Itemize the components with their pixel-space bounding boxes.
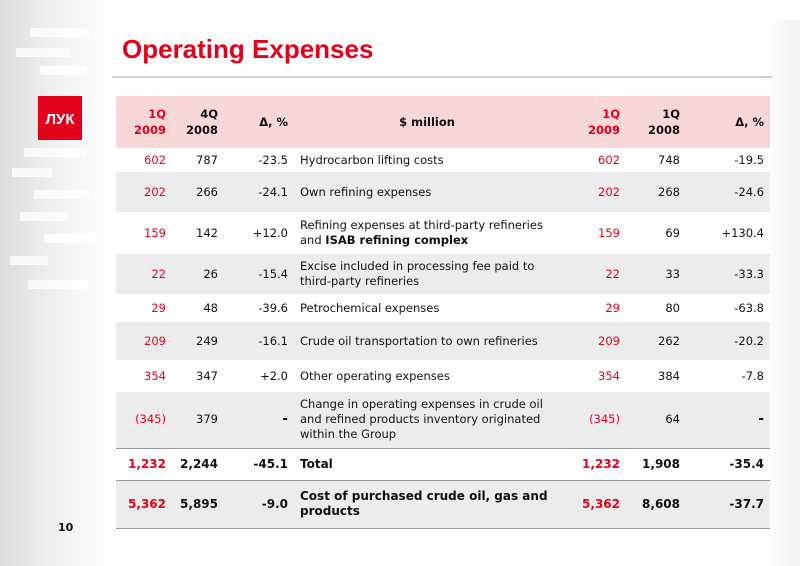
cell-1q-2008: 80 [665,300,680,315]
table-row: 22 26 -15.4 Excise included in processin… [116,254,770,294]
cell-1q-2009: 5,362 [116,479,172,529]
cell-delta-left: -45.1 [224,447,294,480]
cell-1q-2009-right: 5,362 [560,479,626,529]
cell-1q-2009: 22 [116,254,172,294]
cell-4q-2008: 5,895 [172,479,224,529]
cell-1q-2008: 268 [626,172,686,212]
cell-1q-2009: 602 [144,152,166,167]
cell-description: Total [294,447,560,480]
table-row: 602 787 -23.5 Hydrocarbon lifting costs … [116,148,770,172]
cell-1q-2009: 29 [151,300,166,315]
cell-1q-2009-right: 1,232 [560,447,626,480]
cell-delta-left: - [224,392,294,448]
operating-expenses-table: 1Q 2009 4Q 2008 Δ, % $ million 1Q 2009 1… [116,96,770,529]
cell-description: Other operating expenses [300,368,450,383]
cell-description: Refining expenses at third-party refiner… [300,218,543,247]
cell-delta-right: -33.3 [686,254,770,294]
table-row: 209 249 -16.1 Crude oil transportation t… [116,322,770,360]
cell-description: Own refining expenses [294,172,560,212]
cell-1q-2009-right: 29 [605,300,620,315]
cell-1q-2009: (345) [116,392,172,448]
cell-delta-left: +2.0 [260,368,288,383]
lukoil-logo-icon: ЛУК [45,111,75,128]
col-header-description: $ million [294,96,560,148]
cell-1q-2009-right: 354 [598,368,620,383]
table-header-row: 1Q 2009 4Q 2008 Δ, % $ million 1Q 2009 1… [116,96,770,148]
cell-1q-2009-right: 209 [560,322,626,360]
cell-delta-left: -16.1 [224,322,294,360]
cost-of-purchased-row: 5,362 5,895 -9.0 Cost of purchased crude… [116,479,770,529]
cell-4q-2008: 379 [172,392,224,448]
cell-delta-right: -63.8 [734,300,764,315]
cell-4q-2008: 266 [172,172,224,212]
cell-delta-left: -24.1 [224,172,294,212]
cell-description: Excise included in processing fee paid t… [294,254,560,294]
page-title: Operating Expenses [122,34,374,64]
cell-1q-2008: 748 [658,152,680,167]
total-row: 1,232 2,244 -45.1 Total 1,232 1,908 -35.… [116,447,770,480]
lukoil-logo: ЛУК [38,96,82,140]
cell-1q-2008: 1,908 [626,447,686,480]
cell-delta-right: -37.7 [686,479,770,529]
cell-1q-2009: 354 [144,368,166,383]
col-header-1q-2008: 1Q 2008 [626,96,686,148]
col-header-delta-right: Δ, % [686,96,770,148]
cell-delta-left: -9.0 [224,479,294,529]
cell-1q-2008: 8,608 [626,479,686,529]
cell-1q-2008: 69 [665,225,680,240]
cell-delta-right: -35.4 [686,447,770,480]
cell-1q-2009-right: (345) [560,392,626,448]
cell-1q-2009: 209 [116,322,172,360]
table-row: 202 266 -24.1 Own refining expenses 202 … [116,172,770,212]
cell-delta-right: -7.8 [741,368,764,383]
cell-description: Cost of purchased crude oil, gas and pro… [294,479,560,529]
cell-delta-right: - [686,392,770,448]
cell-1q-2008: 262 [626,322,686,360]
table-row: (345) 379 - Change in operating expenses… [116,392,770,448]
title-divider [112,76,772,78]
isab-refining-complex-text: ISAB refining complex [325,233,469,247]
col-header-delta-left: Δ, % [224,96,294,148]
cell-1q-2009-right: 22 [560,254,626,294]
cell-4q-2008: 142 [196,225,218,240]
cell-delta-right: -19.5 [734,152,764,167]
cell-1q-2009: 159 [144,225,166,240]
page-number: 10 [58,521,74,534]
cell-description: Petrochemical expenses [300,300,440,315]
cell-1q-2009-right: 159 [598,225,620,240]
cell-4q-2008: 48 [203,300,218,315]
cell-1q-2009-right: 602 [598,152,620,167]
cell-4q-2008: 26 [172,254,224,294]
col-header-1q-2009: 1Q 2009 [116,96,172,148]
cell-1q-2008: 64 [626,392,686,448]
cell-description: Hydrocarbon lifting costs [300,152,444,167]
cell-4q-2008: 787 [196,152,218,167]
cell-delta-right: -20.2 [686,322,770,360]
table-row: 159 142 +12.0 Refining expenses at third… [116,212,770,254]
cell-description: Crude oil transportation to own refineri… [294,322,560,360]
cell-4q-2008: 249 [172,322,224,360]
cell-delta-left: -39.6 [258,300,288,315]
svg-text:ЛУК: ЛУК [45,111,75,128]
cell-4q-2008: 347 [196,368,218,383]
cell-delta-left: -23.5 [258,152,288,167]
cell-delta-left: +12.0 [252,225,288,240]
cell-4q-2008: 2,244 [172,447,224,480]
cell-1q-2009: 1,232 [116,447,172,480]
cell-delta-left: -15.4 [224,254,294,294]
left-decorative-blocks [0,0,112,566]
cell-description: Change in operating expenses in crude oi… [294,392,560,448]
cell-1q-2008: 33 [626,254,686,294]
table-row: 29 48 -39.6 Petrochemical expenses 29 80… [116,294,770,322]
cell-1q-2008: 384 [658,368,680,383]
col-header-1q-2009-right: 1Q 2009 [560,96,626,148]
col-header-4q-2008: 4Q 2008 [172,96,224,148]
cell-1q-2009: 202 [116,172,172,212]
cell-delta-right: -24.6 [686,172,770,212]
cell-delta-right: +130.4 [721,225,764,240]
table-row: 354 347 +2.0 Other operating expenses 35… [116,360,770,392]
cell-1q-2009-right: 202 [560,172,626,212]
